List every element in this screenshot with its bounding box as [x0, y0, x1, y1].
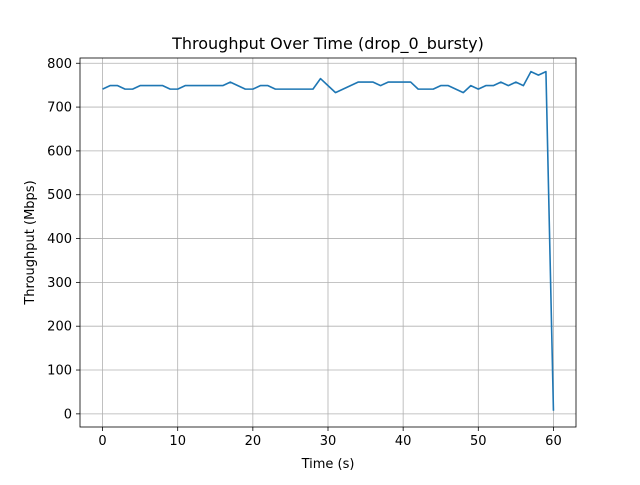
y-tick-label: 300	[47, 276, 72, 291]
x-axis-title: Time (s)	[301, 457, 355, 472]
y-tick-label: 0	[64, 407, 72, 422]
x-tick-label: 0	[98, 434, 106, 449]
chart-title: Throughput Over Time (drop_0_bursty)	[171, 34, 484, 54]
series-line	[102, 70, 555, 411]
x-tick-label: 20	[245, 434, 262, 449]
series-layer	[102, 70, 555, 411]
y-tick-label: 400	[47, 232, 72, 247]
x-tick-label: 10	[169, 434, 186, 449]
y-tick-label: 100	[47, 364, 72, 379]
y-tick-label: 800	[47, 57, 72, 72]
y-tick-label: 700	[47, 101, 72, 116]
grid-lines	[80, 58, 576, 427]
x-tick-label: 60	[545, 434, 562, 449]
y-tick-label: 200	[47, 320, 72, 335]
x-tick-label: 30	[320, 434, 337, 449]
y-tick-label: 600	[47, 144, 72, 159]
x-tick-label: 40	[395, 434, 412, 449]
y-tick-label: 500	[47, 188, 72, 203]
x-tick-label: 50	[470, 434, 487, 449]
y-axis-title: Throughput (Mbps)	[23, 180, 38, 305]
